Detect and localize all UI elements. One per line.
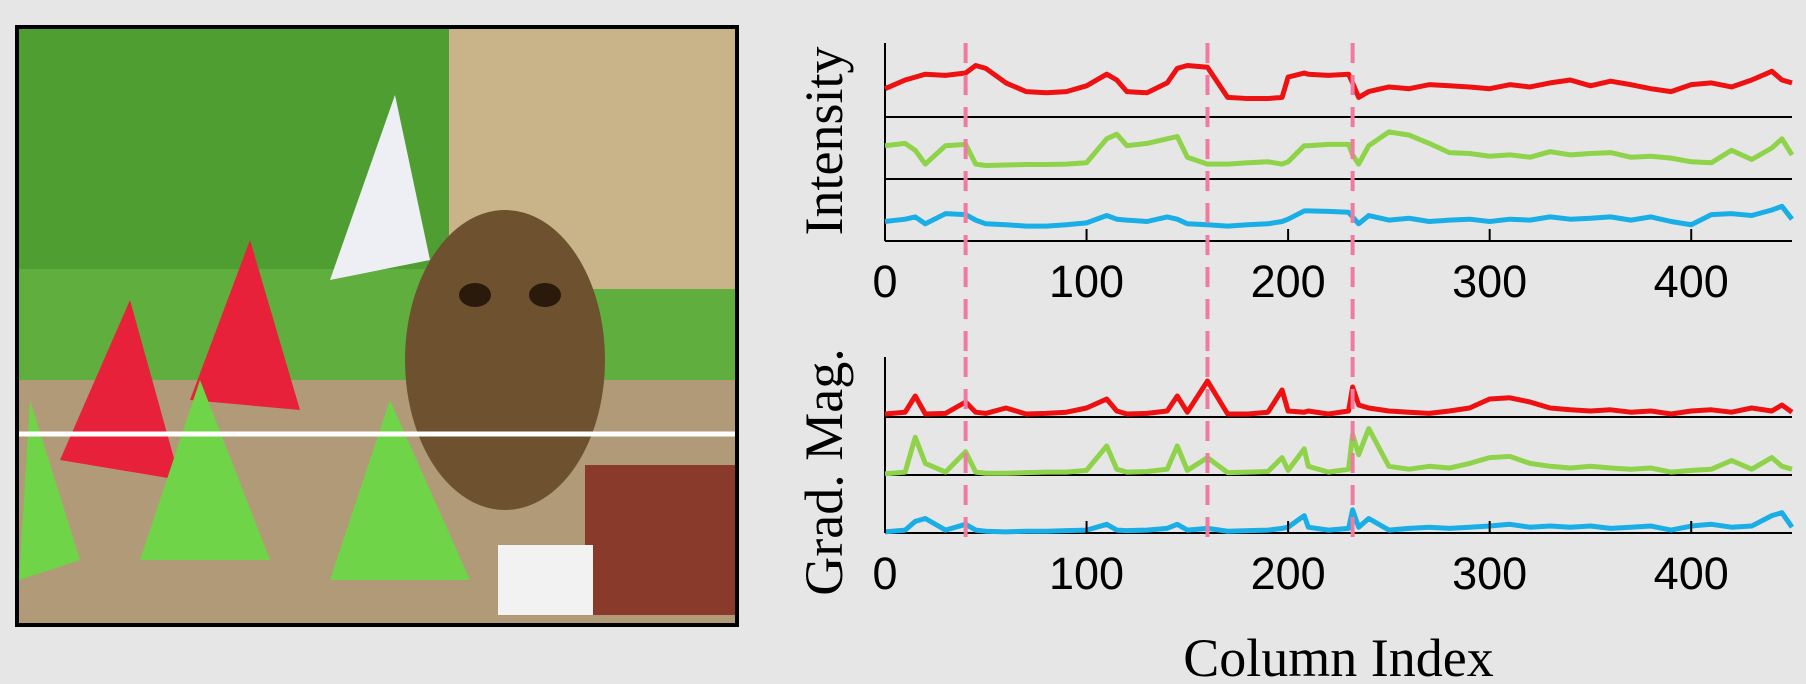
figure: 0 100 200 300 400 Intensity 0 100 200 300 400 Grad.… [0, 0, 1806, 684]
x-tick-label: 300 [1452, 256, 1527, 307]
x-axis-label: Column Index [1183, 628, 1493, 684]
series-line [885, 206, 1792, 226]
series-line [885, 381, 1792, 414]
series-line [885, 132, 1792, 166]
series-line [885, 429, 1792, 474]
x-tick-label: 100 [1049, 548, 1124, 599]
x-tick-label: 0 [872, 548, 897, 599]
series-line [885, 66, 1792, 99]
x-tick-label: 0 [872, 256, 897, 307]
x-tick-label: 300 [1452, 548, 1527, 599]
y-axis-label: Grad. Mag. [794, 348, 854, 595]
x-tick-label: 400 [1654, 256, 1729, 307]
series-line [885, 510, 1792, 532]
x-tick-label: 200 [1251, 256, 1326, 307]
x-tick-label: 100 [1049, 256, 1124, 307]
photo [17, 27, 737, 625]
y-axis-label: Intensity [794, 47, 854, 236]
x-tick-label: 200 [1251, 548, 1326, 599]
x-tick-label: 400 [1654, 548, 1729, 599]
